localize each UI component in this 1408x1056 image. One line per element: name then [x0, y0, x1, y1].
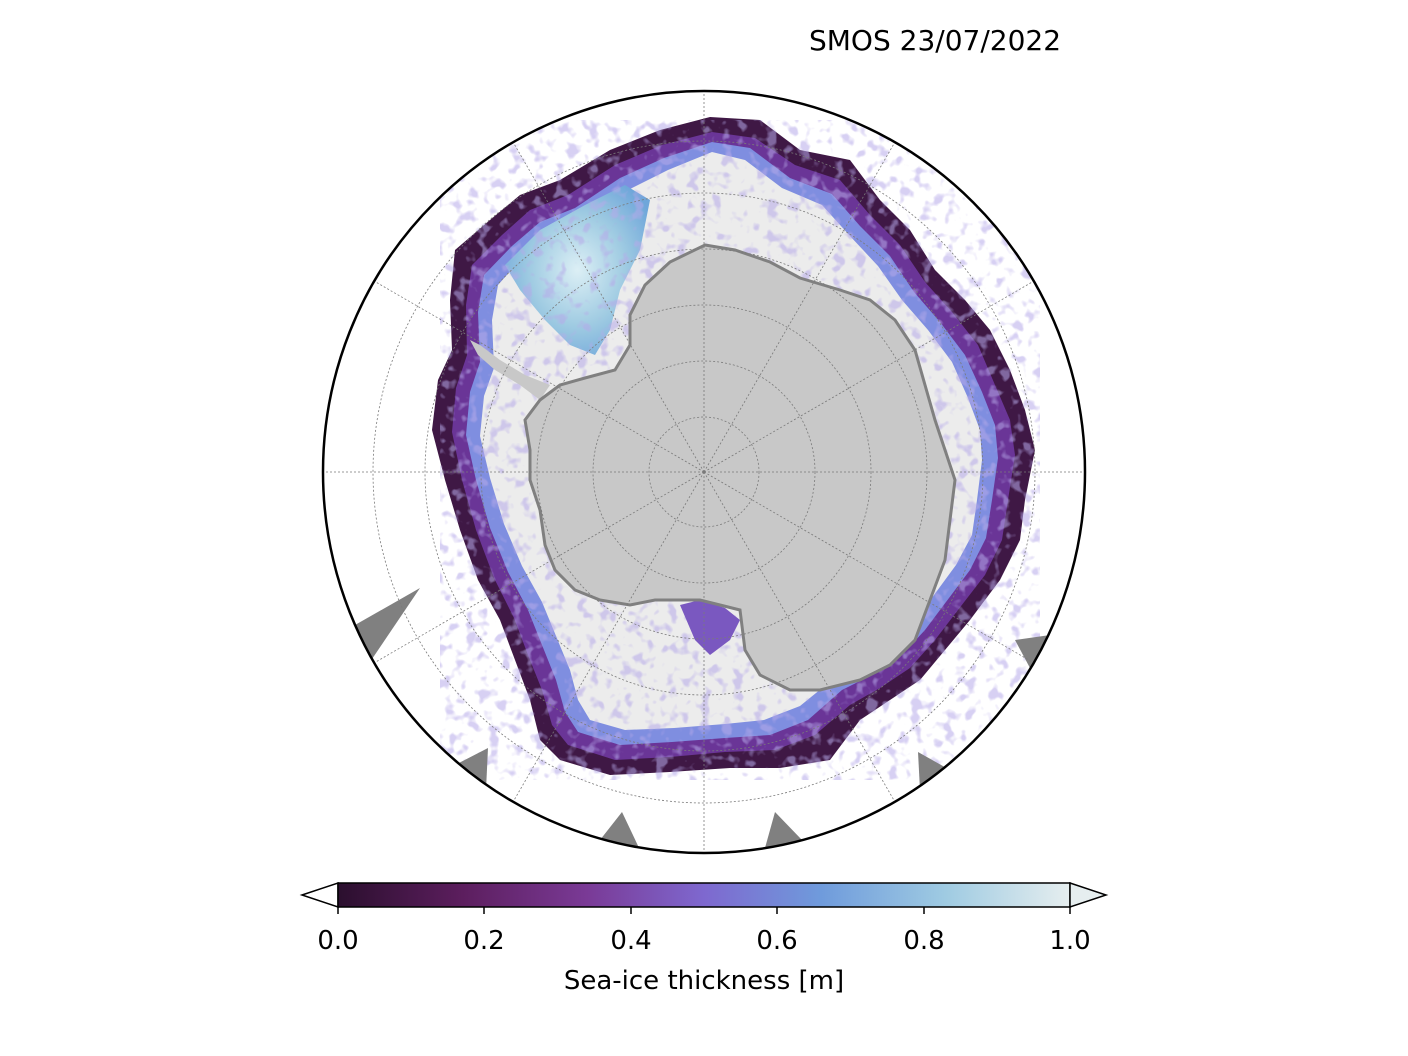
- colorbar-gradient: [337, 882, 1071, 908]
- colorbar: [299, 881, 1109, 914]
- colorbar-label: Sea-ice thickness [m]: [563, 966, 845, 996]
- colorbar-tick-label: 0.6: [756, 926, 798, 956]
- colorbar-tick-label: 1.0: [1049, 926, 1091, 956]
- land-fragment-africa: [355, 588, 420, 662]
- antarctic-peninsula: [470, 340, 550, 400]
- ross-ice: [680, 600, 740, 655]
- colorbar-extend-high: [1069, 881, 1109, 909]
- map-title: SMOS 23/07/2022: [808, 24, 1062, 57]
- colorbar-extend-low: [299, 881, 339, 909]
- colorbar-tick-label: 0.0: [317, 926, 359, 956]
- antarctica-land: [525, 245, 955, 690]
- colorbar-tick-label: 0.8: [903, 926, 945, 956]
- graticule: [323, 91, 1085, 853]
- colorbar-tick-label: 0.4: [610, 926, 652, 956]
- map-boundary: [321, 89, 1087, 855]
- land-fragment-south-2: [765, 812, 802, 848]
- coastline: [523, 243, 957, 692]
- land-fragment-east: [1015, 635, 1050, 668]
- map-disc: [323, 91, 1085, 853]
- colorbar-tick-label: 0.2: [463, 926, 505, 956]
